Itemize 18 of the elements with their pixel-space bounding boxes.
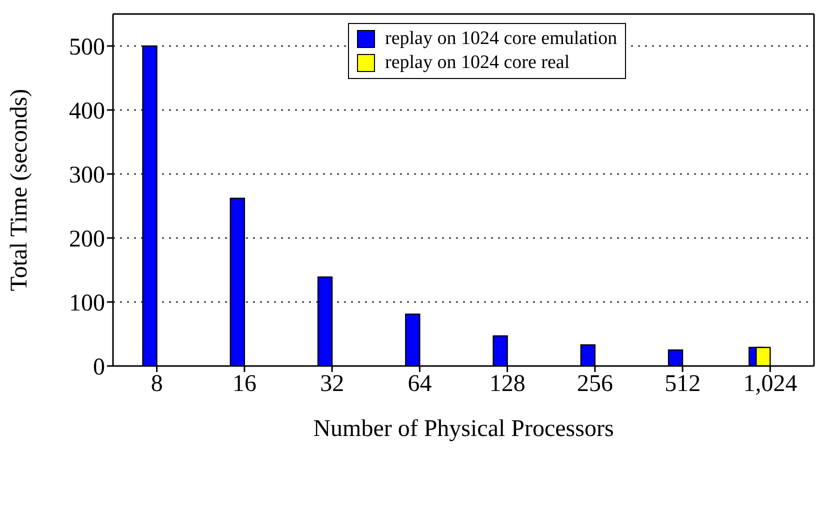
- x-tick-label: 16: [232, 371, 256, 398]
- x-tick-label: 512: [664, 371, 701, 398]
- y-axis-title: Total Time (seconds): [6, 88, 33, 292]
- y-tick-label: 100: [69, 290, 105, 317]
- x-axis-title: Number of Physical Processors: [313, 416, 614, 442]
- legend-label: replay on 1024 core emulation: [385, 27, 618, 51]
- x-tick-label: 64: [408, 371, 432, 398]
- x-tick-label: 8: [150, 371, 163, 398]
- x-tick-label: 128: [489, 371, 526, 398]
- legend-label: replay on 1024 core real: [385, 51, 570, 75]
- y-tick-label: 300: [69, 162, 105, 189]
- y-tick-label: 500: [69, 34, 105, 61]
- y-tick-label: 0: [93, 354, 105, 381]
- y-tick-label: 400: [69, 98, 105, 125]
- x-tick-label: 256: [576, 371, 613, 398]
- y-tick-label: 200: [69, 226, 105, 253]
- x-tick-label: 32: [320, 371, 344, 398]
- x-tick-label: 1,024: [743, 371, 798, 398]
